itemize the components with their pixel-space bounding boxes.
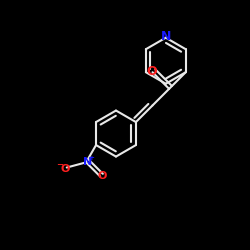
Text: O: O: [98, 172, 107, 181]
Text: +: +: [88, 155, 94, 161]
Text: O: O: [60, 164, 70, 174]
Text: −: −: [56, 160, 63, 169]
Text: N: N: [83, 156, 92, 166]
Text: O: O: [147, 65, 157, 78]
Text: N: N: [160, 30, 171, 43]
